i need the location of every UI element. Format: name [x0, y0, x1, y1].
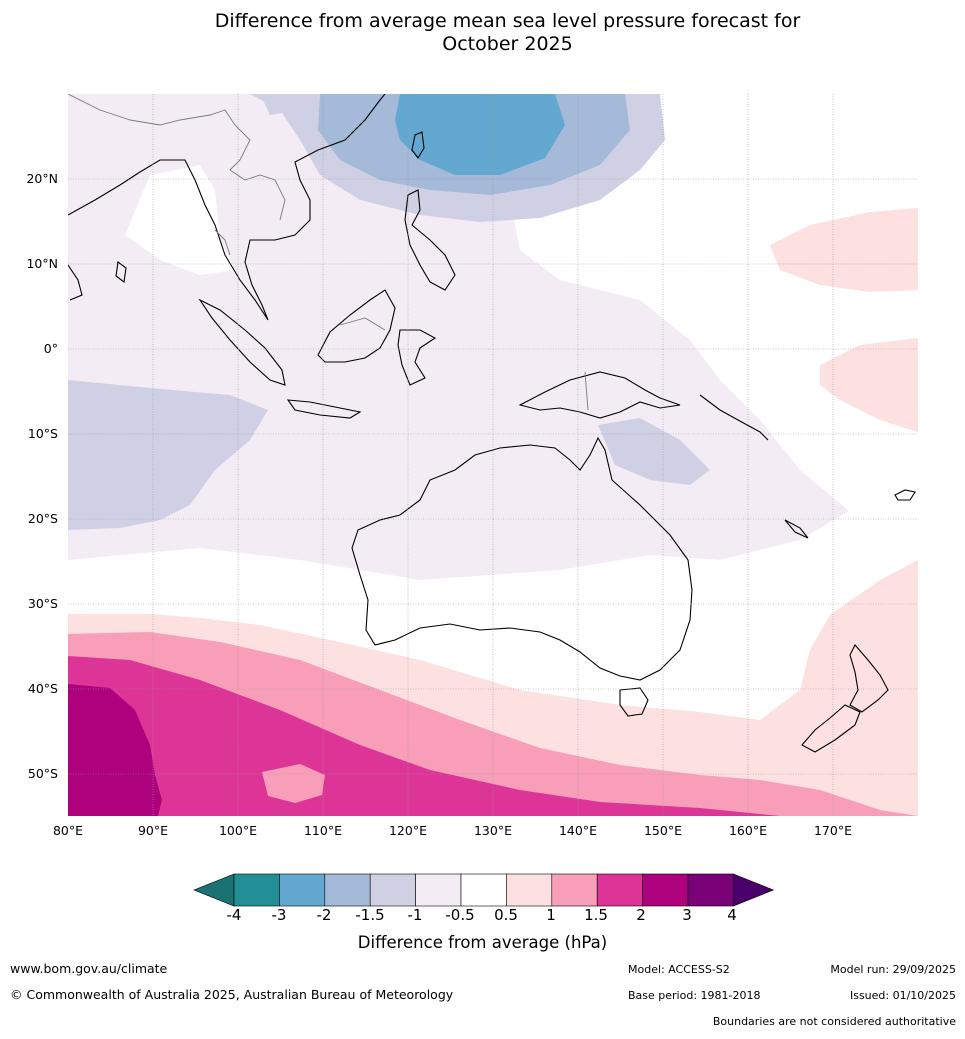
anomaly-band-positive-2 [68, 684, 162, 816]
chart-title: Difference from average mean sea level p… [0, 10, 965, 56]
lat-label-10s: 10°S [27, 426, 58, 441]
colorbar-swatch [642, 873, 689, 907]
lat-label-30s: 30°S [27, 596, 58, 611]
colorbar-tick: -3 [271, 906, 287, 924]
anomaly-region-neutral-pacific [500, 94, 918, 560]
gridlines [68, 94, 918, 816]
lon-label-150e: 150°E [643, 823, 682, 838]
colorbar-swatch [506, 873, 553, 907]
lon-label-100e: 100°E [218, 823, 257, 838]
lat-label-20s: 20°S [27, 511, 58, 526]
anomaly-region-northwest-small [260, 94, 310, 115]
colorbar-swatch [460, 873, 507, 907]
footer-model: Model: ACCESS-S2 [628, 963, 730, 976]
anomaly-region-pocket-pos [262, 764, 325, 803]
colorbar-tick: -0.5 [445, 906, 475, 924]
lat-label-50s: 50°S [27, 766, 58, 781]
colorbar-tick: -2 [316, 906, 332, 924]
political-boundaries [68, 94, 589, 411]
chart-title-line2: October 2025 [442, 33, 573, 55]
colorbar-swatch [687, 873, 734, 907]
colorbar-tick: 2 [636, 906, 646, 924]
anomaly-region-coral-sea [598, 418, 710, 485]
anomaly-region-west-indian [68, 380, 268, 530]
anomaly-band-positive-1.5 [68, 656, 780, 816]
colorbar-swatch [596, 873, 643, 907]
anomaly-region-neutral-bengal [125, 165, 235, 275]
colorbar-tick: 1.5 [584, 906, 608, 924]
chart-title-line1: Difference from average mean sea level p… [214, 10, 801, 32]
colorbar-swatch [233, 873, 280, 907]
colorbar-tick: 1 [546, 906, 556, 924]
footer-issued: Issued: 01/10/2025 [849, 989, 956, 1002]
colorbar-swatch [551, 873, 598, 907]
lon-label-80e: 80°E [52, 823, 84, 838]
footer-base-period: Base period: 1981-2018 [628, 989, 761, 1002]
lon-label-160e: 160°E [728, 823, 767, 838]
colorbar-tick: 4 [727, 906, 737, 924]
coastlines [68, 94, 916, 753]
colorbar-tick: 3 [682, 906, 692, 924]
colorbar-swatch [279, 873, 326, 907]
colorbar-swatch [369, 873, 416, 907]
footer-model-run: Model run: 29/09/2025 [830, 963, 956, 976]
lat-label-10n: 10°N [26, 256, 58, 271]
colorbar-tick: -1.5 [355, 906, 385, 924]
colorbar-title: Difference from average (hPa) [357, 933, 608, 952]
colorbar-swatch [324, 873, 371, 907]
colorbar-swatch [415, 873, 462, 907]
footer-website[interactable]: www.bom.gov.au/climate [10, 961, 168, 976]
anomaly-region-pacific-north-pos [770, 208, 918, 292]
lon-label-120e: 120°E [388, 823, 427, 838]
lat-label-20n: 20°N [26, 171, 58, 186]
colorbar-tick: -4 [226, 906, 242, 924]
colorbar [193, 873, 775, 907]
footer-copyright: © Commonwealth of Australia 2025, Austra… [10, 987, 454, 1002]
colorbar-extend-high [733, 873, 775, 907]
lat-label-0: 0° [43, 341, 58, 356]
lon-label-170e: 170°E [813, 823, 852, 838]
colorbar-extend-low [193, 873, 235, 907]
colorbar-tick: 0.5 [494, 906, 518, 924]
lon-label-110e: 110°E [303, 823, 342, 838]
anomaly-region-northeast-core [395, 94, 565, 175]
footer-boundaries-note: Boundaries are not considered authoritat… [712, 1015, 956, 1028]
lat-label-40s: 40°S [27, 681, 58, 696]
lon-label-90e: 90°E [137, 823, 169, 838]
lon-label-140e: 140°E [558, 823, 597, 838]
lon-label-130e: 130°E [473, 823, 512, 838]
colorbar-tick: -1 [407, 906, 423, 924]
anomaly-region-pacific-equator-pos [820, 338, 918, 432]
